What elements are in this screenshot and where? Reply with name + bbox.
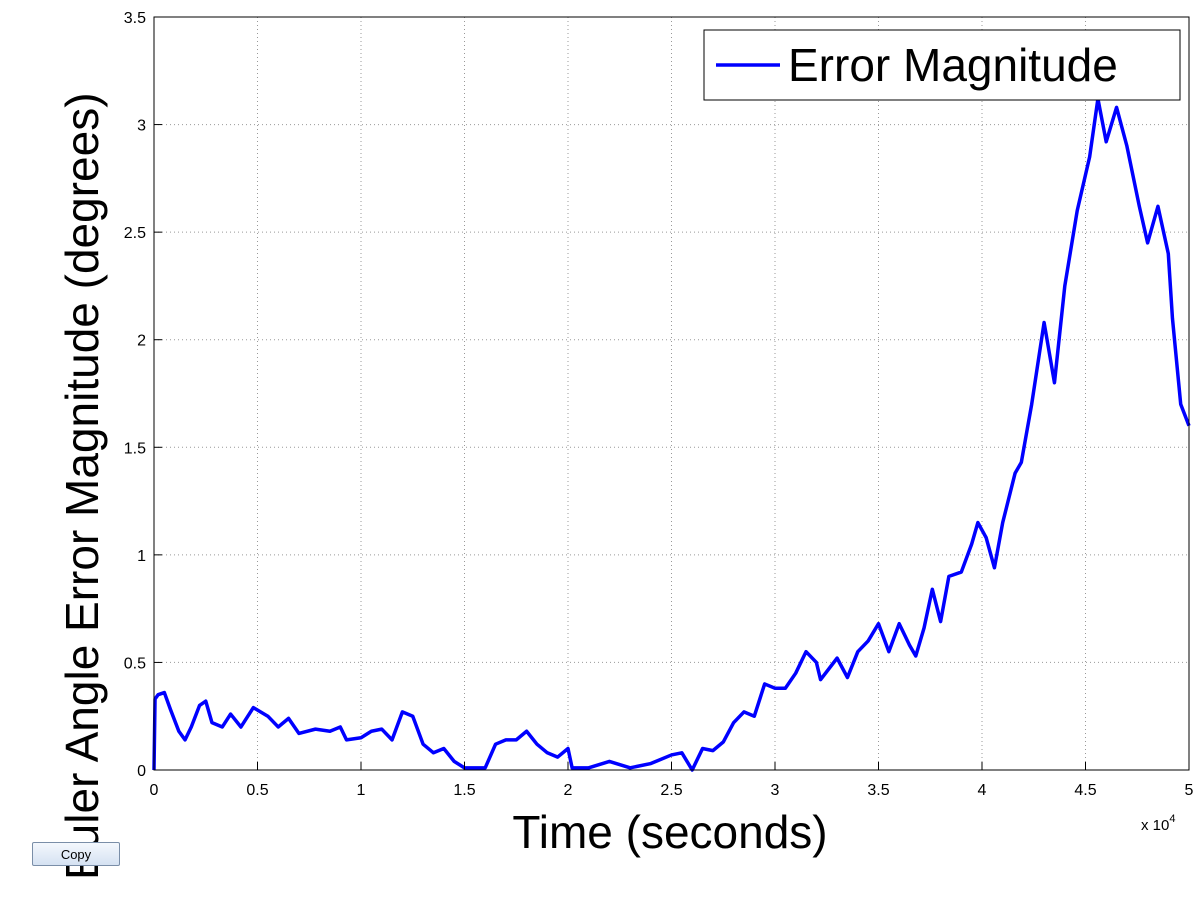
legend-box [703, 29, 1181, 101]
legend: Error Magnitude [703, 29, 1181, 101]
copy-button[interactable]: Copy [32, 842, 120, 866]
x-multiplier: x 104 [1141, 813, 1175, 834]
y-tick-label: 2 [137, 333, 146, 350]
y-tick-label: 1.5 [124, 440, 146, 457]
y-tick-label: 0.5 [124, 655, 146, 672]
x-tick-label: 2 [564, 782, 573, 799]
y-axis-label: Euler Angle Error Magnitude (degrees) [56, 92, 108, 880]
y-tick-label: 3 [137, 118, 146, 135]
x-tick-label: 4.5 [1074, 782, 1096, 799]
x-tick-label: 3.5 [867, 782, 889, 799]
x-tick-label: 2.5 [660, 782, 682, 799]
x-multiplier-base: x 10 [1141, 817, 1169, 834]
y-tick-label: 2.5 [124, 225, 146, 242]
x-tick-label: 0.5 [246, 782, 268, 799]
y-tick-label: 0 [137, 763, 146, 780]
x-tick-label: 5 [1185, 782, 1194, 799]
x-tick-label: 0 [150, 782, 159, 799]
data-line [152, 97, 1191, 772]
legend-label: Error Magnitude [788, 39, 1118, 91]
x-tick-label: 3 [771, 782, 780, 799]
y-tick-label: 1 [137, 548, 146, 565]
x-axis-label: Time (seconds) [512, 806, 827, 858]
plot-area [152, 97, 1191, 772]
y-tick-label: 3.5 [124, 10, 146, 27]
x-tick-label: 4 [978, 782, 987, 799]
x-tick-label: 1 [357, 782, 366, 799]
x-tick-label: 1.5 [453, 782, 475, 799]
x-multiplier-exponent: 4 [1169, 813, 1175, 825]
